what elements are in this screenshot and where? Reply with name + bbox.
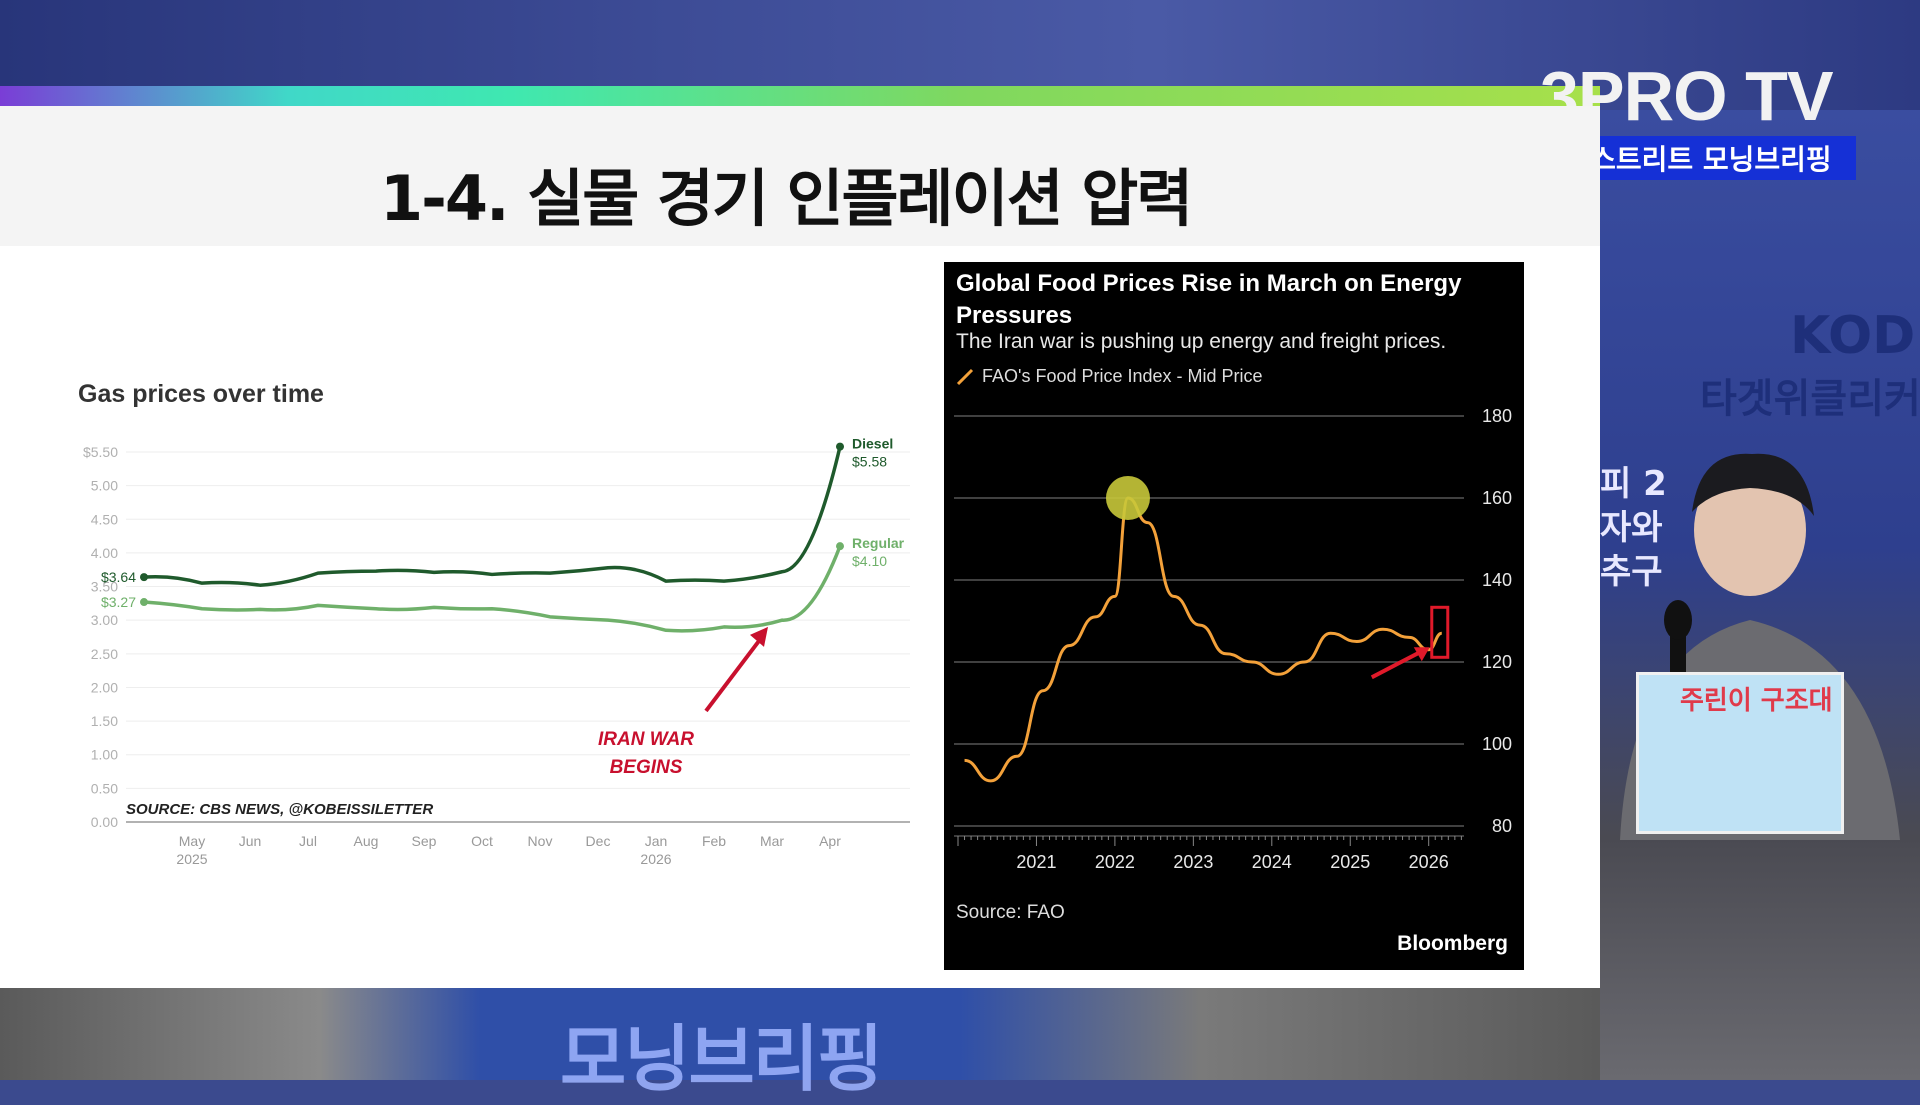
legend-line-icon [956, 368, 974, 385]
latest-highlight-box [1430, 605, 1450, 659]
iran-war-arrow-shaft [704, 635, 764, 713]
gas-y-tick: 4.50 [91, 511, 118, 527]
food-x-tick: 2024 [1252, 852, 1292, 872]
gas-x-year: 2025 [176, 851, 207, 867]
food-y-tick: 140 [1482, 570, 1512, 590]
studio-background: KODE 타겟위클리커 피 2 자와 추구 [1600, 110, 1920, 1080]
peak-highlight-circle [1105, 476, 1150, 520]
gas-chart-title: Gas prices over time [78, 380, 324, 408]
latest-arrow-shaft [1370, 649, 1423, 680]
desk-banner [1636, 672, 1844, 834]
food-chart-subtitle: The Iran war is pushing up energy and fr… [956, 330, 1447, 353]
gas-end-point [836, 442, 844, 451]
studio-bottom-sign: 모닝브리핑 [560, 1017, 883, 1101]
gas-start-label: $3.27 [101, 594, 136, 610]
food-price-line [964, 496, 1443, 783]
gas-series-line-regular [143, 545, 842, 633]
food-price-chart-panel: Global Food Prices Rise in March on Ener… [944, 262, 1524, 970]
slide-title-band [0, 106, 1600, 246]
food-x-tick: 2023 [1173, 852, 1213, 872]
iran-war-label-1: IRAN WAR [598, 729, 694, 750]
iran-war-arrow-head [750, 626, 768, 647]
gas-y-tick: $5.50 [83, 444, 118, 460]
gas-start-point [140, 598, 148, 607]
gas-end-label: $4.10 [852, 553, 887, 569]
gas-x-tick: Mar [760, 833, 784, 849]
food-y-tick: 120 [1482, 652, 1512, 672]
studio-bottom [0, 988, 1600, 1080]
gas-y-tick: 4.00 [91, 545, 118, 561]
food-chart-source: Source: FAO [956, 902, 1065, 923]
gas-y-tick: 1.00 [91, 747, 118, 763]
wall-text-5: 추구 [1600, 552, 1663, 592]
gas-y-tick: 5.00 [91, 478, 118, 494]
iran-war-label-2: BEGINS [610, 757, 683, 778]
gas-y-tick: 0.50 [91, 780, 118, 796]
gas-y-tick: 0.00 [91, 814, 118, 830]
gas-x-tick: Dec [586, 833, 611, 849]
gas-x-tick: Jul [299, 833, 317, 849]
gas-x-year: 2026 [640, 851, 671, 867]
gas-x-tick: Feb [702, 833, 726, 849]
gas-series-name: Diesel [852, 436, 893, 452]
bloomberg-logo: Bloomberg [1397, 932, 1508, 955]
food-x-tick: 2026 [1409, 852, 1449, 872]
gas-x-tick: Sep [412, 833, 437, 849]
food-x-tick: 2025 [1330, 852, 1370, 872]
latest-arrow-head [1413, 647, 1430, 662]
wall-text-target: 타겟위클리커 [1700, 376, 1920, 422]
wall-text-4: 자와 [1600, 508, 1663, 548]
gas-x-tick: Oct [471, 833, 493, 849]
gradient-stripe [0, 86, 1600, 106]
food-price-chart: 180 160 140 120 100 80 2021 2022 2023 2024 2025 202… [954, 406, 1512, 872]
wall-text-3: 피 2 [1600, 464, 1667, 504]
wall-text-kode: KODE [1790, 306, 1920, 366]
legend-label: FAO's Food Price Index - Mid Price [982, 366, 1263, 386]
gas-y-tick: 1.50 [91, 713, 118, 729]
desk-banner-text: 주린이 구조대 [1680, 686, 1833, 716]
slide-title: 1-4. 실물 경기 인플레이션 압력 [380, 162, 1193, 235]
food-chart-title: Global Food Prices Rise in March on Ener… [956, 270, 1462, 329]
gas-x-tick: Apr [819, 833, 841, 849]
food-y-tick: 100 [1482, 734, 1512, 754]
gas-y-tick: 3.00 [91, 612, 118, 628]
gas-y-tick: 2.00 [91, 679, 118, 695]
gas-series-name: Regular [852, 535, 905, 551]
gas-x-tick: Jan [645, 833, 668, 849]
gas-y-tick: 3.50 [91, 579, 118, 595]
gas-x-tick: Aug [354, 833, 379, 849]
gas-x-tick: May [179, 833, 205, 849]
gas-chart-source: SOURCE: CBS NEWS, @KOBEISSILETTER [126, 801, 433, 818]
gas-end-label: $5.58 [852, 454, 887, 470]
food-x-tick: 2021 [1016, 852, 1056, 872]
gas-start-point [140, 573, 148, 582]
food-x-tick: 2022 [1095, 852, 1135, 872]
gas-start-label: $3.64 [101, 569, 136, 585]
gas-y-tick: 2.50 [91, 646, 118, 662]
food-y-tick: 180 [1482, 406, 1512, 426]
food-y-tick: 80 [1492, 816, 1512, 836]
gas-end-point [836, 542, 844, 551]
food-y-tick: 160 [1482, 488, 1512, 508]
gas-prices-chart: $5.50 5.00 4.50 4.00 3.50 3.00 2.50 2.00 1.50 1.0… [83, 436, 910, 867]
gas-x-tick: Jun [239, 833, 262, 849]
gas-series-line-diesel [143, 446, 842, 587]
food-chart-legend: FAO's Food Price Index - Mid Price [956, 366, 1263, 387]
gas-x-tick: Nov [528, 833, 553, 849]
